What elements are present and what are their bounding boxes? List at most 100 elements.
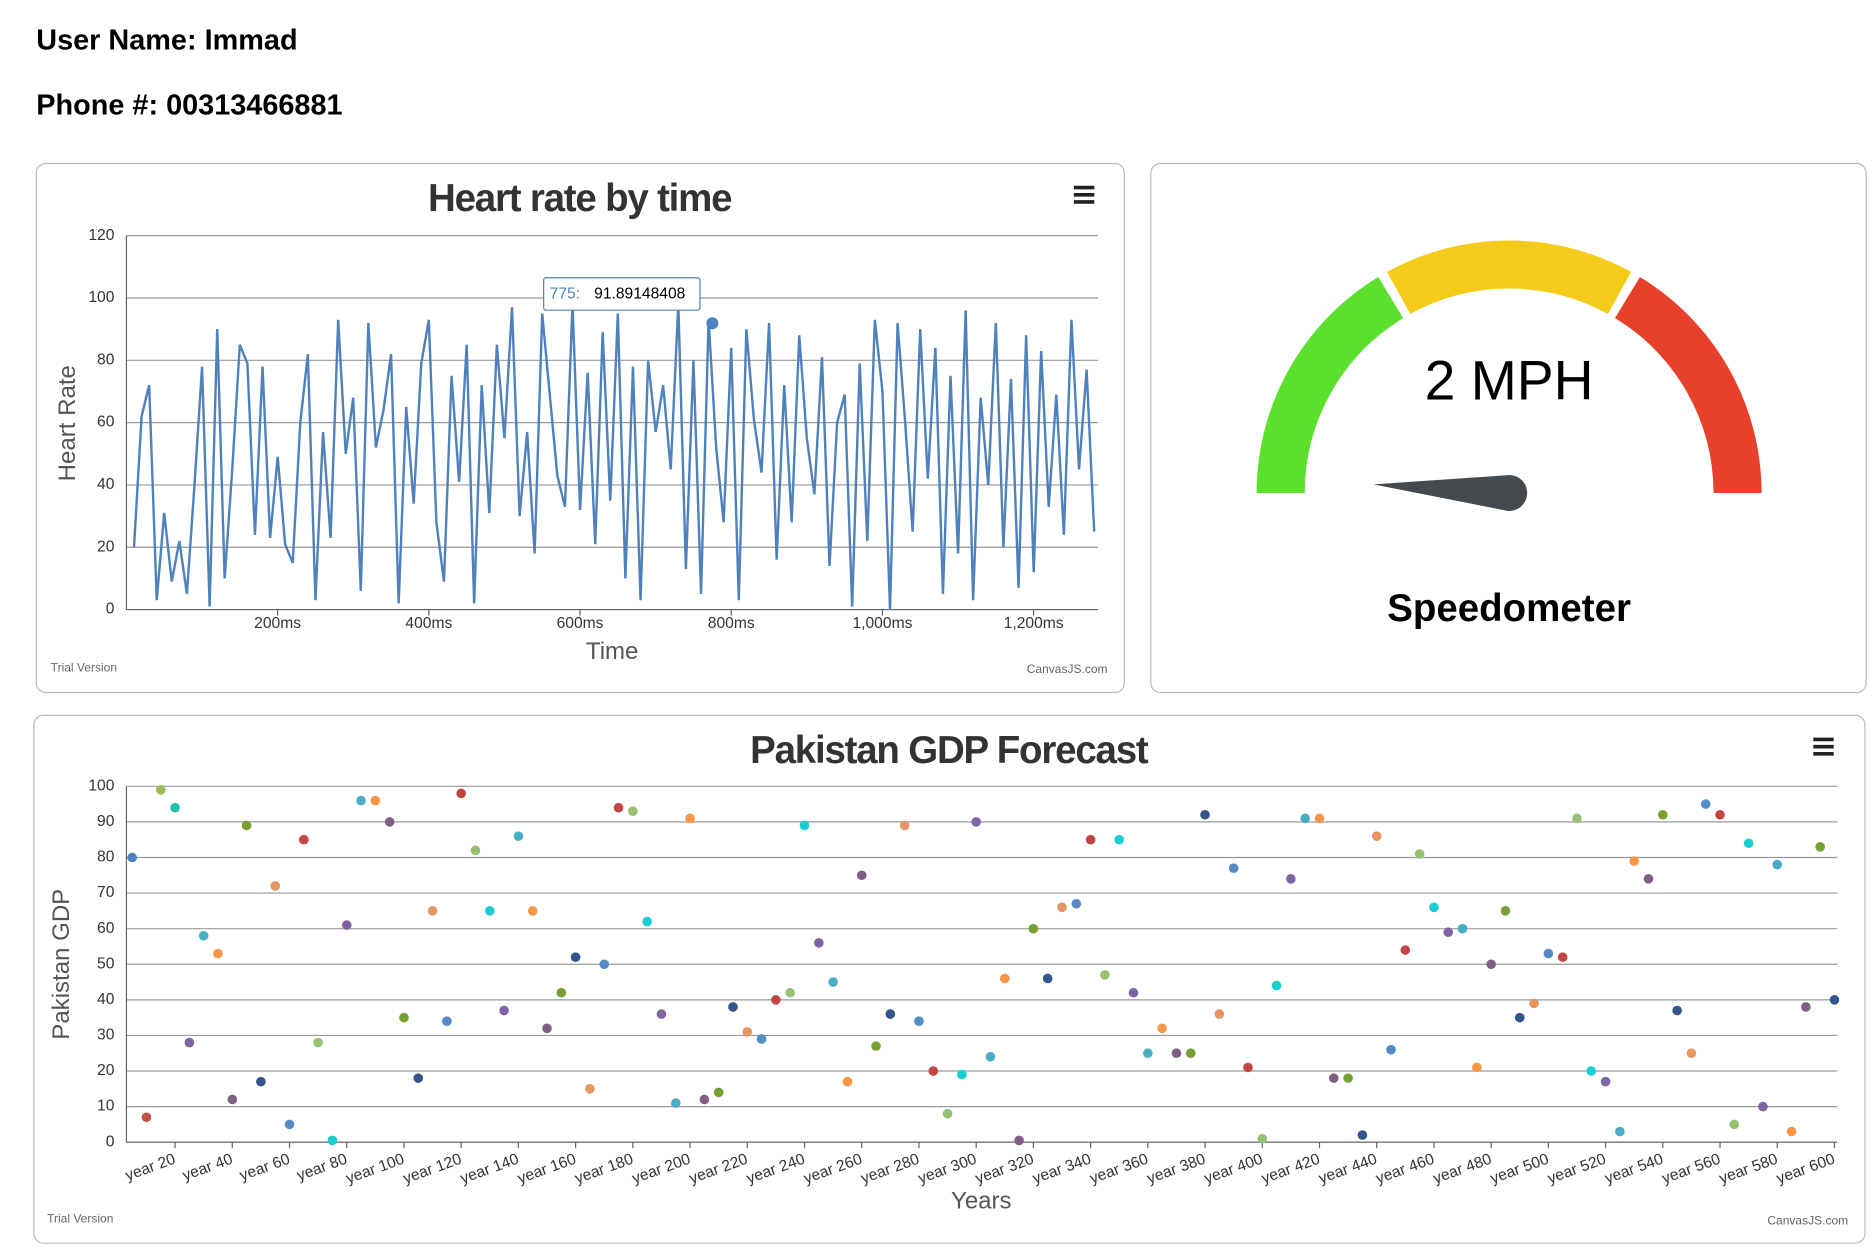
point (1286, 874, 1296, 884)
tooltip-value: 91.89148408 (594, 286, 686, 303)
point (1243, 1062, 1253, 1073)
point (270, 881, 281, 891)
x-axis-title: Years (951, 1188, 1012, 1215)
point (899, 820, 910, 831)
highlight-point (706, 317, 719, 330)
point (427, 906, 438, 916)
point (1801, 1002, 1811, 1012)
point (713, 1087, 724, 1098)
y-tick-label: 0 (106, 601, 115, 618)
y-tick-label: 40 (97, 991, 115, 1008)
point (1443, 927, 1454, 938)
point (370, 795, 381, 806)
point (284, 1119, 295, 1130)
y-tick-label: 60 (97, 920, 115, 937)
point (1371, 831, 1382, 841)
point (155, 785, 166, 795)
x-tick-label: 200ms (254, 615, 301, 632)
point (1014, 1135, 1024, 1146)
point (1729, 1119, 1740, 1130)
y-tick-label: 20 (97, 1062, 115, 1079)
gauge-band (1387, 240, 1632, 315)
y-tick-label: 10 (97, 1098, 115, 1115)
point (1514, 1012, 1525, 1023)
point (399, 1012, 409, 1023)
point (1343, 1073, 1353, 1083)
y-tick-label: 120 (88, 227, 114, 244)
point (756, 1034, 767, 1044)
point (999, 973, 1010, 984)
gauge-value: 2 MPH (1425, 349, 1594, 411)
y-tick-label: 40 (97, 476, 115, 493)
point (1042, 973, 1053, 984)
point (1228, 863, 1239, 873)
point (942, 1108, 953, 1119)
point (1572, 813, 1582, 824)
point (1400, 945, 1411, 955)
point (442, 1016, 452, 1027)
point (470, 845, 481, 856)
point (1085, 834, 1096, 845)
point (1157, 1023, 1167, 1034)
point (1100, 970, 1110, 980)
gauge-band (1256, 277, 1404, 494)
point (213, 948, 223, 959)
gauge-title: Speedometer (1387, 587, 1631, 630)
point (670, 1098, 681, 1108)
watermark: Trial Version (47, 1211, 113, 1225)
point (914, 1016, 924, 1027)
x-tick-label: 800ms (708, 615, 755, 632)
point (170, 802, 180, 813)
y-tick-label: 70 (97, 884, 115, 901)
point (456, 788, 466, 799)
point (1829, 995, 1840, 1005)
panel (1150, 162, 1867, 694)
point (928, 1066, 939, 1076)
phone: Phone #: 00313466881 (36, 90, 342, 122)
gauge-band (1614, 277, 1762, 494)
point (1357, 1130, 1368, 1140)
point (1028, 923, 1039, 934)
watermark: Trial Version (51, 661, 117, 675)
point (384, 817, 395, 827)
point (1214, 1009, 1225, 1019)
point (856, 870, 867, 881)
point (327, 1135, 338, 1146)
point (871, 1041, 881, 1051)
point (1486, 959, 1496, 970)
point (985, 1051, 996, 1062)
x-tick-label: 1,200ms (1004, 615, 1064, 632)
point (484, 906, 495, 916)
point (1143, 1048, 1153, 1059)
point (1715, 809, 1725, 820)
point (585, 1084, 595, 1094)
point (1557, 952, 1568, 962)
point (599, 959, 610, 970)
x-tick-label: 1,000ms (852, 615, 912, 632)
point (742, 1027, 753, 1037)
menu-button[interactable] (1073, 185, 1095, 204)
point (771, 995, 781, 1005)
point (885, 1009, 896, 1019)
y-tick-label: 100 (88, 777, 114, 794)
point (1128, 987, 1139, 998)
y-tick-label: 80 (97, 849, 115, 866)
point (341, 920, 352, 930)
point (1615, 1126, 1625, 1137)
point (141, 1112, 152, 1123)
heart-rate-line (132, 304, 1096, 610)
point (1500, 906, 1511, 916)
x-axis-title: Time (586, 638, 639, 665)
point (227, 1094, 238, 1105)
point (1529, 998, 1539, 1009)
point (1328, 1073, 1339, 1083)
point (1171, 1048, 1182, 1059)
point (1657, 809, 1668, 820)
point (556, 987, 567, 998)
point (728, 1002, 738, 1012)
menu-button[interactable] (1813, 737, 1834, 756)
point (642, 916, 652, 927)
point (127, 852, 137, 863)
point (1815, 842, 1825, 852)
point (570, 952, 581, 962)
